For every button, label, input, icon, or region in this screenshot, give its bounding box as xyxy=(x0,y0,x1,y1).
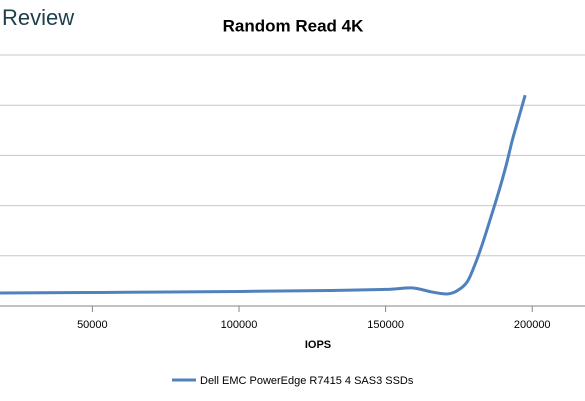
legend-label: Dell EMC PowerEdge R7415 4 SAS3 SSDs xyxy=(200,375,414,387)
chart-title: Random Read 4K xyxy=(223,16,364,35)
x-tick-label: 150000 xyxy=(367,319,404,331)
x-tick-label: 200000 xyxy=(514,319,551,331)
x-tick-label: 100000 xyxy=(221,319,258,331)
x-tick-label: 50000 xyxy=(77,319,108,331)
series-line xyxy=(0,94,527,296)
logo-text: Review xyxy=(2,5,74,30)
x-axis-title: IOPS xyxy=(305,339,331,351)
